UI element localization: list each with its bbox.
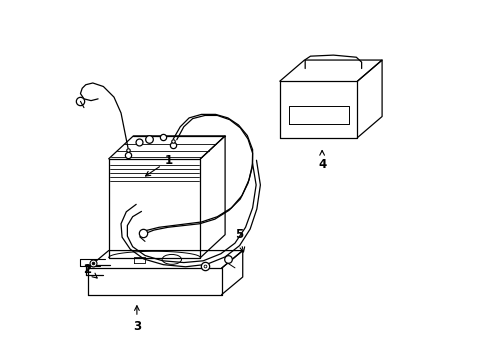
Text: 5: 5: [235, 228, 244, 252]
Text: 1: 1: [145, 154, 172, 176]
Text: 2: 2: [83, 264, 97, 278]
Text: 4: 4: [317, 150, 325, 171]
Text: 3: 3: [133, 306, 141, 333]
